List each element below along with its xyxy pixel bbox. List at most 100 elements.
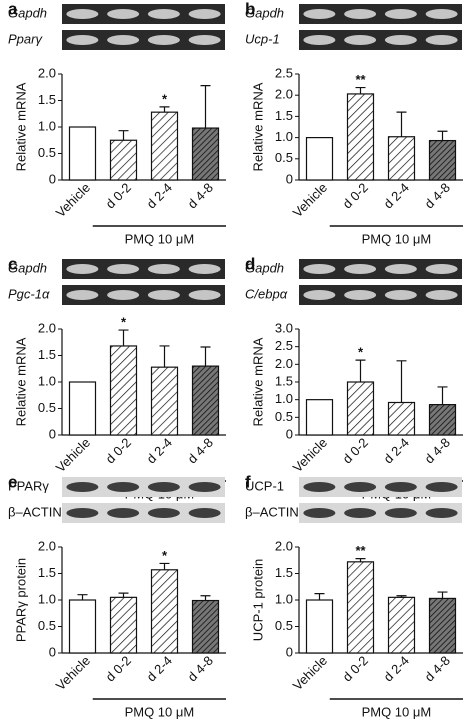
error-bar: [396, 360, 407, 403]
group-label: PMQ 10 μM: [362, 704, 432, 719]
gel-strip: [299, 259, 462, 279]
x-tick-label: d 4-8: [421, 435, 453, 467]
error-bar: [437, 130, 448, 141]
x-tick-label: Vehicle: [290, 180, 330, 220]
gel-band: [147, 9, 180, 19]
x-tick-label: d 4-8: [184, 180, 216, 212]
x-tick-label: Vehicle: [53, 435, 93, 475]
gel-band: [303, 264, 336, 274]
y-tick-label: 1.5: [275, 108, 293, 123]
y-tick-label: 1.0: [275, 591, 293, 606]
error-bar: [200, 595, 211, 601]
gel-strip: [299, 503, 462, 523]
y-tick-label: 0: [49, 644, 56, 659]
significance: **: [355, 72, 366, 87]
x-tick-label: d 0-2: [339, 435, 371, 467]
gel-strip: [299, 477, 462, 497]
gel-band: [303, 9, 336, 19]
gel-label: UCP-1: [245, 478, 284, 493]
gel-band: [66, 290, 99, 300]
panel-label: d: [245, 254, 255, 273]
bar: [68, 126, 97, 181]
gel-band: [188, 508, 221, 518]
x-tick-label: d 4-8: [184, 435, 216, 467]
error-bar: [159, 106, 170, 113]
y-tick-label: 1.0: [38, 591, 56, 606]
y-axis-label: Relative mRNA: [250, 337, 265, 426]
panel-label: c: [8, 254, 17, 273]
group-label: PMQ 10 μM: [125, 231, 195, 246]
bar: [68, 381, 97, 436]
bar: [428, 597, 457, 654]
bar: [150, 366, 179, 436]
y-tick-label: 0: [286, 644, 293, 659]
error-bar: [355, 558, 366, 562]
gel-label: Pgc-1α: [8, 286, 50, 301]
panel-label: f: [245, 472, 251, 491]
y-tick-label: 1.0: [38, 118, 56, 133]
error-bar: [396, 111, 407, 137]
gel-band: [107, 482, 140, 492]
x-tick-label: d 2-4: [380, 435, 412, 467]
panel-label: a: [8, 0, 18, 18]
gel-band: [303, 35, 336, 45]
error-bar: [200, 85, 211, 129]
gel-band: [425, 290, 458, 300]
x-tick-label: d 2-4: [143, 180, 175, 212]
bar: [109, 139, 138, 181]
y-tick-label: 0.5: [38, 618, 56, 633]
y-tick-label: 2.5: [275, 65, 293, 80]
bar: [150, 569, 179, 654]
bar: [109, 596, 138, 654]
bar: [109, 345, 138, 436]
error-bar: [159, 345, 170, 368]
gel-band: [107, 290, 140, 300]
group-label: PMQ 10 μM: [362, 231, 432, 246]
gel-band: [303, 290, 336, 300]
panel-label: b: [245, 0, 255, 18]
gel-band: [344, 35, 377, 45]
gel-band: [384, 35, 417, 45]
x-tick-label: Vehicle: [53, 653, 93, 693]
gel-band: [188, 482, 221, 492]
x-tick-label: d 2-4: [380, 653, 412, 685]
error-bar: [355, 86, 366, 94]
y-tick-label: 0.5: [38, 145, 56, 160]
gel-band: [384, 508, 417, 518]
gel-band: [66, 9, 99, 19]
gel-band: [303, 482, 336, 492]
gel-band: [66, 482, 99, 492]
x-tick-label: d 2-4: [143, 653, 175, 685]
bar: [191, 365, 220, 436]
bar: [346, 381, 375, 436]
x-tick-label: Vehicle: [290, 435, 330, 475]
gel-band: [303, 508, 336, 518]
significance: *: [121, 314, 127, 329]
gel-band: [188, 264, 221, 274]
bar: [305, 137, 334, 181]
gel-label: β–ACTIN: [8, 504, 62, 519]
y-tick-label: 1.5: [38, 92, 56, 107]
gel-band: [188, 290, 221, 300]
y-tick-label: 2.0: [275, 356, 293, 371]
panel-label: e: [8, 472, 17, 491]
gel-band: [147, 482, 180, 492]
gel-label: Gapdh: [245, 5, 284, 20]
gel-band: [425, 264, 458, 274]
gel-label: Ucp-1: [245, 31, 280, 46]
error-bar: [118, 130, 129, 141]
y-tick-label: 2.0: [38, 65, 56, 80]
gel-band: [384, 290, 417, 300]
x-tick-label: d 0-2: [102, 435, 134, 467]
y-axis-label: Relative mRNA: [250, 82, 265, 171]
y-tick-label: 1.5: [38, 347, 56, 362]
group-label: PMQ 10 μM: [125, 704, 195, 719]
error-bar: [314, 593, 325, 600]
y-tick-label: 2.0: [275, 87, 293, 102]
bar: [387, 136, 416, 181]
x-tick-label: d 0-2: [102, 653, 134, 685]
